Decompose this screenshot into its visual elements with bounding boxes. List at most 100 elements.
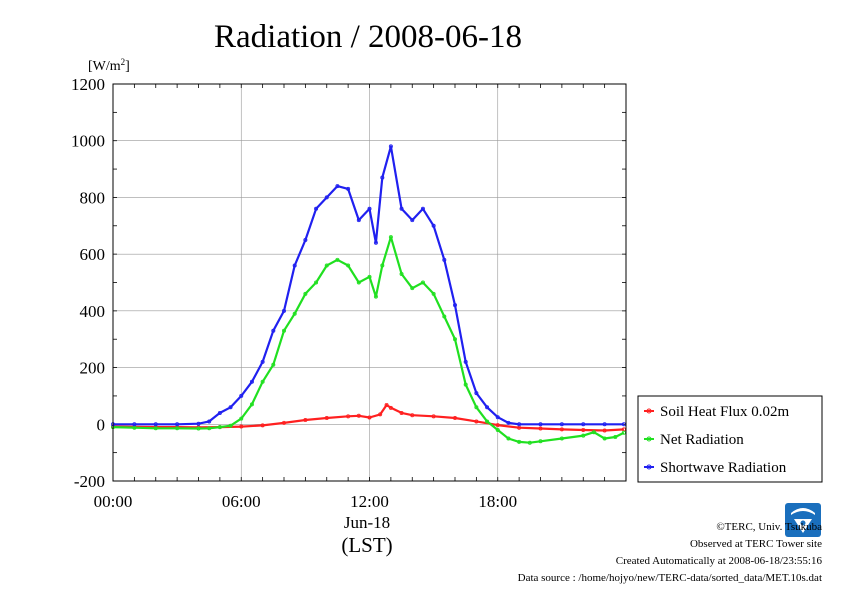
data-point-shortwave-radiation <box>260 359 265 364</box>
data-point-soil-heat-flux-0-02m <box>281 420 286 425</box>
data-point-shortwave-radiation <box>538 422 543 427</box>
credit-created: Created Automatically at 2008-06-18/23:5… <box>615 555 822 567</box>
y-tick-label: 800 <box>80 188 106 207</box>
data-point-shortwave-radiation <box>442 257 447 262</box>
series-line-soil-heat-flux-0-02m <box>112 403 624 432</box>
data-point-shortwave-radiation <box>356 218 361 223</box>
data-point-net-radiation <box>474 405 479 410</box>
y-tick-label: 400 <box>80 302 106 321</box>
data-point-net-radiation <box>373 294 378 299</box>
data-point-soil-heat-flux-0-02m <box>410 413 415 418</box>
data-point-shortwave-radiation <box>581 422 586 427</box>
x-tick-label: 12:00 <box>350 492 389 511</box>
data-point-shortwave-radiation <box>324 195 329 200</box>
legend-marker-shortwave-radiation <box>646 464 652 470</box>
data-point-net-radiation <box>367 274 372 279</box>
data-point-shortwave-radiation <box>559 422 564 427</box>
data-point-shortwave-radiation <box>196 421 201 426</box>
data-point-net-radiation <box>485 419 490 424</box>
x-tick-label: 00:00 <box>94 492 133 511</box>
x-axis-date-label: Jun-18 <box>344 513 390 532</box>
data-point-soil-heat-flux-0-02m <box>239 424 244 429</box>
data-point-shortwave-radiation <box>506 420 511 425</box>
data-point-shortwave-radiation <box>452 303 457 308</box>
series-line-shortwave-radiation <box>113 145 624 426</box>
data-point-net-radiation <box>217 425 222 430</box>
data-point-soil-heat-flux-0-02m <box>346 414 351 419</box>
data-point-net-radiation <box>621 430 626 435</box>
data-point-shortwave-radiation <box>132 422 137 427</box>
data-point-soil-heat-flux-0-02m <box>495 423 500 428</box>
data-point-net-radiation <box>292 311 297 316</box>
data-point-net-radiation <box>388 235 393 240</box>
data-point-net-radiation <box>239 416 244 421</box>
data-point-soil-heat-flux-0-02m <box>538 426 543 431</box>
credit-observed: Observed at TERC Tower site <box>689 538 822 550</box>
data-point-net-radiation <box>260 379 265 384</box>
credit-copyright: ©TERC, Univ. Tsukuba <box>716 521 822 533</box>
y-tick-label: -200 <box>74 472 105 491</box>
data-point-shortwave-radiation <box>153 422 158 427</box>
data-point-net-radiation <box>324 263 329 268</box>
data-point-net-radiation <box>452 337 457 342</box>
data-point-soil-heat-flux-0-02m <box>260 423 265 428</box>
y-tick-label: 200 <box>80 359 106 378</box>
data-point-net-radiation <box>442 314 447 319</box>
data-point-shortwave-radiation <box>474 391 479 396</box>
grid-lines <box>112 83 627 482</box>
data-point-net-radiation <box>463 382 468 387</box>
x-axis-ticks: 00:00 06:00 12:00 18:00 <box>94 492 517 511</box>
data-point-shortwave-radiation <box>228 405 233 410</box>
legend: Soil Heat Flux 0.02m Net Radiation Shortwa… <box>637 395 823 483</box>
data-point-net-radiation <box>207 426 212 431</box>
data-point-shortwave-radiation <box>621 422 626 427</box>
chart-title: Radiation / 2008-06-18 <box>214 19 522 55</box>
data-point-shortwave-radiation <box>335 184 340 189</box>
data-point-shortwave-radiation <box>517 422 522 427</box>
data-point-soil-heat-flux-0-02m <box>388 405 393 410</box>
x-axis-timezone-label: (LST) <box>341 533 392 557</box>
data-point-net-radiation <box>303 291 308 296</box>
data-point-shortwave-radiation <box>373 240 378 245</box>
data-point-net-radiation <box>281 328 286 333</box>
legend-marker-soil-heat-flux-0-02m <box>646 408 652 414</box>
data-point-net-radiation <box>399 271 404 276</box>
data-point-shortwave-radiation <box>271 328 276 333</box>
data-point-shortwave-radiation <box>249 379 254 384</box>
data-point-soil-heat-flux-0-02m <box>581 427 586 432</box>
data-point-shortwave-radiation <box>431 223 436 228</box>
data-point-soil-heat-flux-0-02m <box>356 413 361 418</box>
data-point-net-radiation <box>271 362 276 367</box>
data-point-soil-heat-flux-0-02m <box>324 416 329 421</box>
data-point-net-radiation <box>314 280 319 285</box>
y-tick-label: 1200 <box>71 75 105 94</box>
data-point-net-radiation <box>495 427 500 432</box>
data-point-shortwave-radiation <box>410 218 415 223</box>
data-point-shortwave-radiation <box>207 419 212 424</box>
data-point-shortwave-radiation <box>420 206 425 211</box>
data-point-net-radiation <box>228 423 233 428</box>
data-point-shortwave-radiation <box>388 144 393 149</box>
data-point-shortwave-radiation <box>303 237 308 242</box>
legend-label-shortwave-radiation: Shortwave Radiation <box>660 460 787 476</box>
data-point-net-radiation <box>410 286 415 291</box>
data-point-net-radiation <box>431 291 436 296</box>
data-point-soil-heat-flux-0-02m <box>378 412 383 417</box>
data-point-shortwave-radiation <box>380 175 385 180</box>
data-point-net-radiation <box>527 440 532 445</box>
data-point-net-radiation <box>559 436 564 441</box>
series-line-net-radiation <box>112 236 625 444</box>
data-point-soil-heat-flux-0-02m <box>399 410 404 415</box>
data-point-shortwave-radiation <box>175 422 180 427</box>
data-point-net-radiation <box>335 257 340 262</box>
x-tick-label: 18:00 <box>478 492 517 511</box>
data-point-shortwave-radiation <box>399 206 404 211</box>
data-point-soil-heat-flux-0-02m <box>452 416 457 421</box>
y-tick-label: 1000 <box>71 132 105 151</box>
series-layer <box>111 144 626 445</box>
data-point-shortwave-radiation <box>346 186 351 191</box>
legend-label-soil-heat-flux-0-02m: Soil Heat Flux 0.02m <box>660 404 790 420</box>
data-point-net-radiation <box>153 426 158 431</box>
data-point-shortwave-radiation <box>485 405 490 410</box>
data-point-net-radiation <box>506 436 511 441</box>
